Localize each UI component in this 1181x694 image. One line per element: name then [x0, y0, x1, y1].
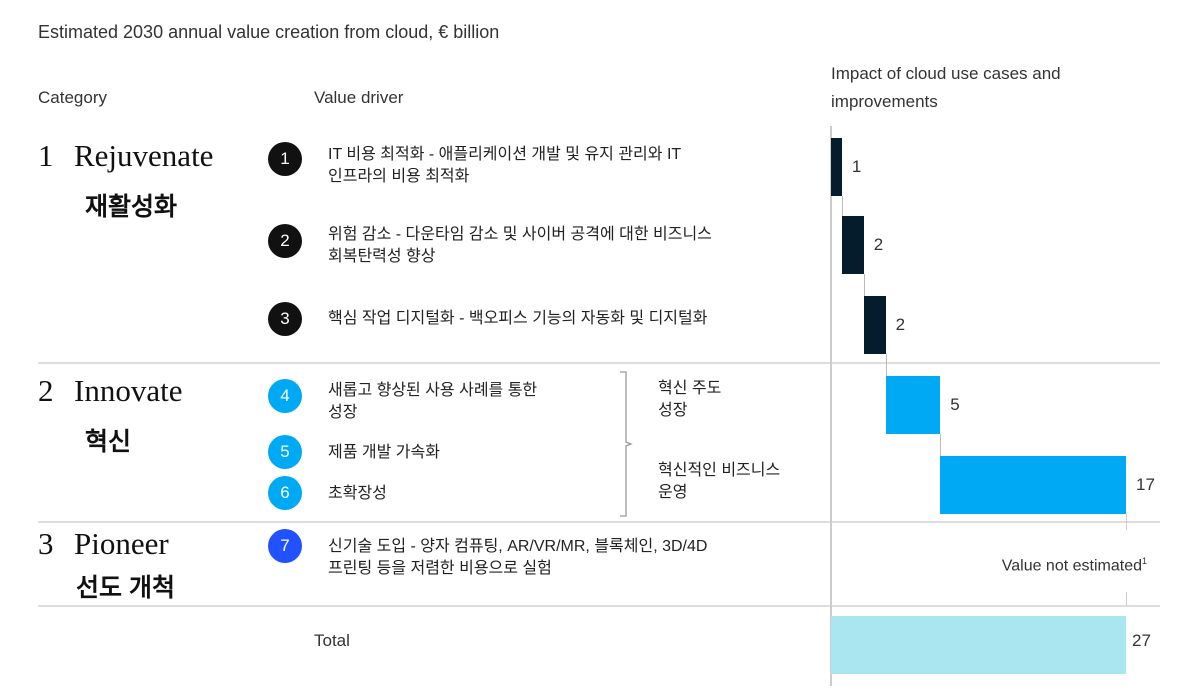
driver-line: 새롭고 향상된 사용 사례를 통한 [328, 382, 538, 399]
footnote-marker: 1 [1141, 556, 1147, 566]
not-estimated-text: Value not estimated [1001, 557, 1142, 575]
driver-number-badge: 1 [268, 142, 302, 176]
category-rejuvenate: 1 Rejuvenate [38, 138, 213, 174]
header-impact-line: Impact of cloud use cases and [831, 64, 1061, 83]
chart-axis [830, 126, 832, 686]
driver-text: 제품 개발 가속화 [328, 442, 788, 464]
driver-number-badge: 7 [268, 529, 302, 563]
category-number: 1 [38, 138, 54, 173]
category-number: 3 [38, 526, 54, 561]
header-impact-line: improvements [831, 92, 938, 111]
tick-mark [1126, 514, 1127, 530]
connector-line [841, 196, 843, 216]
total-bar [831, 616, 1126, 674]
connector-line [885, 354, 887, 376]
driver-text: 신기술 도입 - 양자 컴퓨팅, AR/VR/MR, 블록체인, 3D/4D 프린… [328, 536, 788, 580]
category-name: Rejuvenate [74, 138, 214, 173]
driver-number-badge: 5 [268, 435, 302, 469]
category-name: Pioneer [74, 526, 169, 561]
waterfall-bar [841, 216, 864, 274]
divider [38, 605, 1160, 607]
driver-line: 제품 개발 가속화 [328, 444, 440, 461]
category-innovate: 2 Innovate [38, 373, 182, 409]
divider [38, 521, 1160, 523]
driver-text: 초확장성 [328, 483, 788, 505]
group-line: 운영 [658, 484, 688, 501]
driver-line: 프린팅 등을 저렴한 비용으로 실험 [328, 560, 552, 577]
driver-number-badge: 6 [268, 476, 302, 510]
bar-value-label: 1 [851, 157, 862, 176]
category-ko-rejuvenate: 재활성화 [85, 193, 178, 221]
bar-value-label: 2 [895, 315, 906, 334]
driver-line: 성장 [328, 404, 358, 421]
category-name: Innovate [74, 373, 183, 408]
driver-number-badge: 4 [268, 379, 302, 413]
header-impact: Impact of cloud use cases and improvemen… [831, 60, 1061, 116]
driver-line: 회복탄력성 향상 [328, 248, 436, 265]
waterfall-bar [863, 296, 886, 354]
total-label: Total [314, 631, 350, 650]
header-value-driver: Value driver [314, 88, 404, 107]
category-pioneer: 3 Pioneer [38, 526, 169, 562]
chart-title: Estimated 2030 annual value creation fro… [38, 22, 500, 42]
bar-value-label: 5 [950, 395, 960, 414]
category-ko-pioneer: 선도 개척 [76, 574, 175, 602]
driver-line: IT 비용 최적화 - 애플리케이션 개발 및 유지 관리와 IT [328, 146, 682, 163]
driver-text: IT 비용 최적화 - 애플리케이션 개발 및 유지 관리와 IT 인프라의 비용… [328, 144, 788, 188]
group-line: 혁신적인 비즈니스 [658, 462, 781, 479]
connector-line [863, 274, 865, 296]
driver-line: 위험 감소 - 다운타임 감소 및 사이버 공격에 대한 비즈니스 [328, 226, 712, 243]
tick-mark [1126, 592, 1127, 606]
bar-value-label: 17 [1136, 475, 1155, 494]
driver-line: 핵심 작업 디지털화 - 백오피스 기능의 자동화 및 디지털화 [328, 310, 708, 327]
category-ko-innovate: 혁신 [85, 428, 132, 456]
category-number: 2 [38, 373, 54, 408]
bracket-icon [620, 371, 633, 517]
driver-number-badge: 2 [268, 224, 302, 258]
value-not-estimated: Value not estimated1 [1002, 556, 1147, 575]
total-value-label: 27 [1132, 631, 1151, 650]
driver-line: 인프라의 비용 최적화 [328, 168, 470, 185]
divider [38, 362, 1160, 364]
driver-number-badge: 3 [268, 302, 302, 336]
header-category: Category [38, 88, 107, 107]
bar-value-label: 2 [873, 235, 884, 254]
driver-line: 신기술 도입 - 양자 컴퓨팅, AR/VR/MR, 블록체인, 3D/4D [328, 538, 708, 555]
group-line: 성장 [658, 402, 688, 419]
driver-line: 초확장성 [328, 485, 387, 502]
driver-text: 핵심 작업 디지털화 - 백오피스 기능의 자동화 및 디지털화 [328, 308, 788, 330]
group-line: 혁신 주도 [658, 380, 722, 397]
waterfall-bar [885, 376, 941, 434]
waterfall-bar [940, 456, 1126, 514]
connector-line [940, 434, 942, 456]
waterfall-bar [831, 138, 842, 196]
